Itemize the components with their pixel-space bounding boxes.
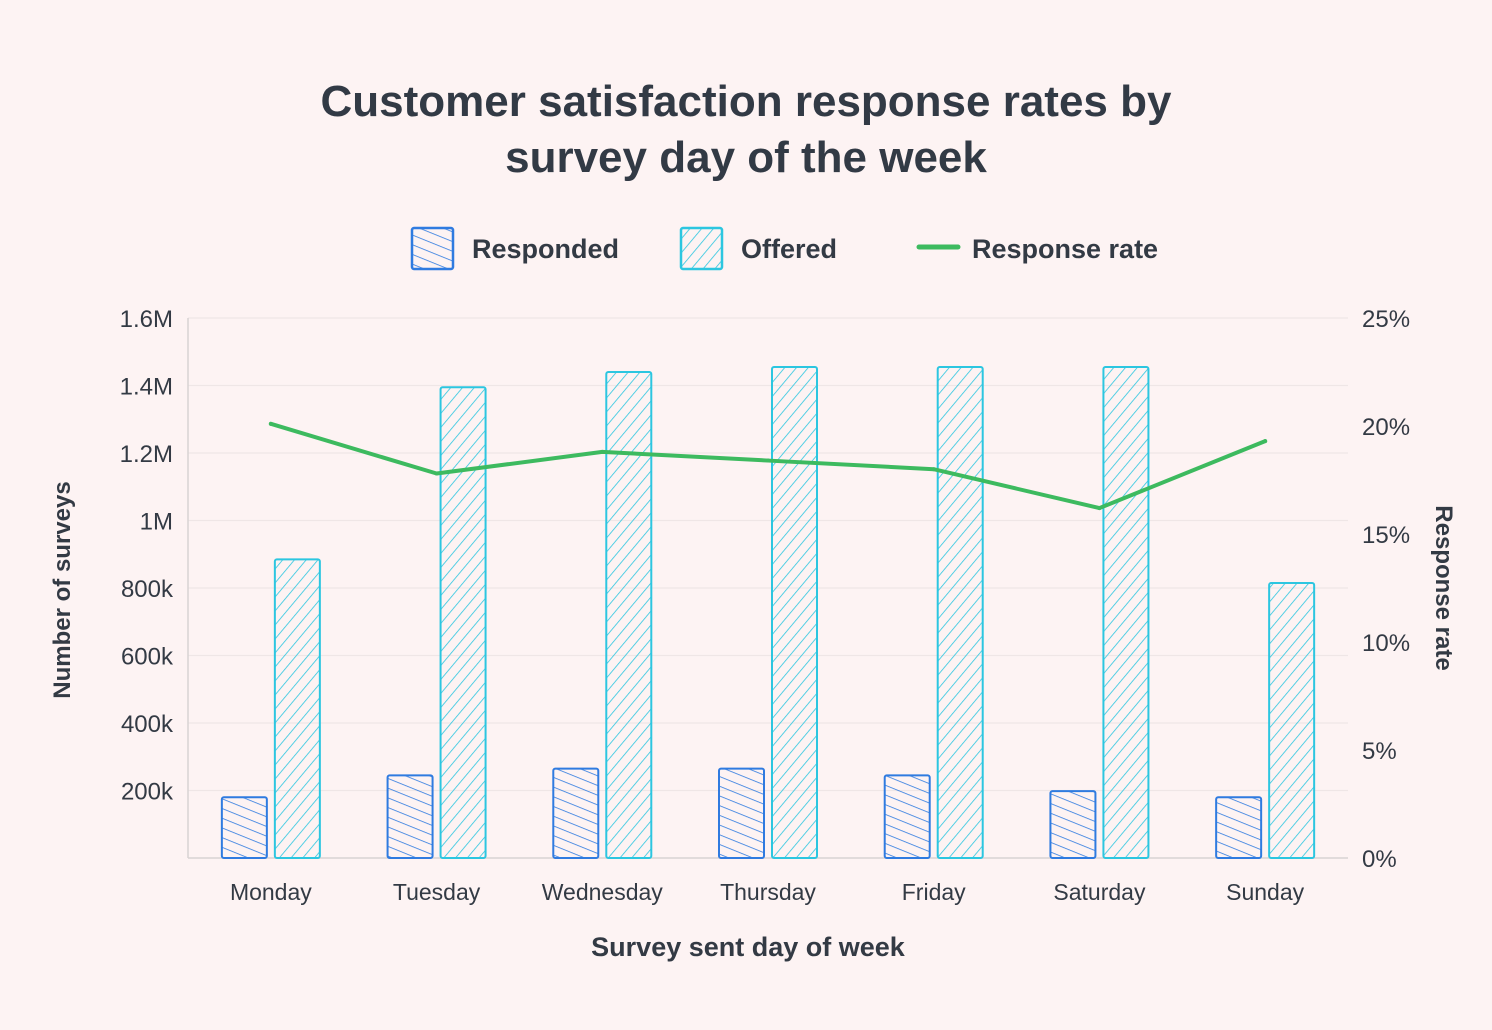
x-tick-label: Wednesday — [542, 879, 664, 905]
bar-responded — [386, 774, 434, 859]
legend-label-offered: Offered — [741, 234, 837, 264]
bar-offered — [771, 365, 818, 859]
bar-responded — [220, 796, 268, 859]
y-tick-label: 200k — [121, 779, 174, 806]
y2-tick-label: 0% — [1362, 846, 1397, 873]
bar-offered — [439, 386, 487, 859]
legend-label-response-rate: Response rate — [972, 234, 1158, 264]
x-tick-label: Thursday — [720, 879, 816, 905]
chart-title-line-2: survey day of the week — [505, 133, 987, 182]
right-axis-ticks: 0% 5% 10% 15% 20% 25% — [1362, 306, 1410, 873]
bar-responded — [1049, 790, 1097, 859]
response-rate-point — [600, 449, 605, 454]
legend-swatch-responded — [410, 226, 455, 271]
x-axis-ticks: Monday Tuesday Wednesday Thursday Friday Satu… — [230, 879, 1305, 905]
bar-offered — [936, 365, 984, 859]
bar-responded — [883, 774, 931, 859]
response-rate-point — [434, 471, 439, 476]
y-tick-label: 400k — [121, 711, 174, 738]
y2-tick-label: 25% — [1362, 306, 1410, 333]
y-tick-label: 1M — [140, 509, 173, 536]
x-tick-label: Monday — [230, 879, 312, 905]
bar-responded — [552, 767, 600, 859]
y2-tick-label: 5% — [1362, 738, 1397, 765]
bar-offered — [1268, 581, 1316, 859]
bar-marks — [220, 365, 1316, 859]
y-tick-label: 1.4M — [120, 374, 173, 401]
chart-title: Customer satisfaction response rates by … — [246, 74, 1246, 186]
y-tick-label: 1.6M — [120, 306, 173, 333]
response-rate-point — [931, 467, 936, 472]
y2-tick-label: 10% — [1362, 630, 1410, 657]
left-axis-ticks: 200k 400k 600k 800k 1M 1.2M 1.4M 1.6M — [120, 306, 174, 806]
y-tick-label: 800k — [121, 576, 174, 603]
legend-swatch-offered — [679, 226, 724, 271]
x-axis-title: Survey sent day of week — [591, 932, 906, 962]
bar-responded — [1215, 796, 1263, 859]
response-rate-point — [1097, 506, 1102, 511]
y-tick-label: 600k — [121, 644, 174, 671]
bar-offered — [605, 371, 653, 859]
x-tick-label: Tuesday — [393, 879, 481, 905]
bar-offered — [273, 558, 321, 859]
y2-tick-label: 20% — [1362, 414, 1410, 441]
x-tick-label: Saturday — [1053, 879, 1146, 905]
response-rate-line — [268, 421, 1268, 511]
response-rate-point — [268, 421, 273, 426]
chart-title-line-1: Customer satisfaction response rates by — [320, 77, 1172, 126]
y-tick-label: 1.2M — [120, 441, 173, 468]
legend-label-responded: Responded — [472, 234, 619, 264]
x-tick-label: Sunday — [1226, 879, 1305, 905]
grid-lines — [188, 317, 1348, 792]
bar-responded — [718, 767, 765, 859]
response-rate-point — [1263, 439, 1268, 444]
legend: Responded Offered Response rate — [410, 226, 1158, 271]
x-tick-label: Friday — [902, 879, 966, 905]
y2-tick-label: 15% — [1362, 522, 1410, 549]
response-rate-point — [766, 458, 770, 463]
y-axis-title: Number of surveys — [49, 481, 76, 698]
bar-offered — [1102, 365, 1150, 859]
y2-axis-title: Response rate — [1430, 505, 1457, 670]
